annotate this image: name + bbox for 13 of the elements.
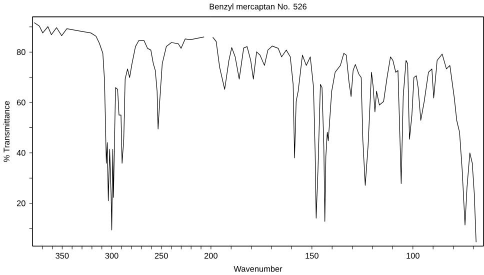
y-tick-label: 20	[16, 200, 26, 206]
y-axis-title: % Transmittance	[3, 100, 10, 162]
x-tick-label: 200	[204, 252, 218, 259]
x-tick-label: 350	[56, 252, 69, 259]
x-tick-label: 250	[154, 252, 168, 259]
y-tick-label: 80	[16, 49, 26, 55]
x-tick-label: 300	[105, 252, 118, 259]
x-tick-label: 150	[306, 252, 318, 259]
chart-title: Benzyl mercaptan No. 526	[210, 3, 307, 11]
y-tick-label: 60	[16, 99, 26, 106]
x-axis-title: Wavenumber	[234, 266, 282, 272]
y-tick-label: 40	[16, 150, 26, 156]
x-tick-label: 100	[406, 252, 420, 259]
